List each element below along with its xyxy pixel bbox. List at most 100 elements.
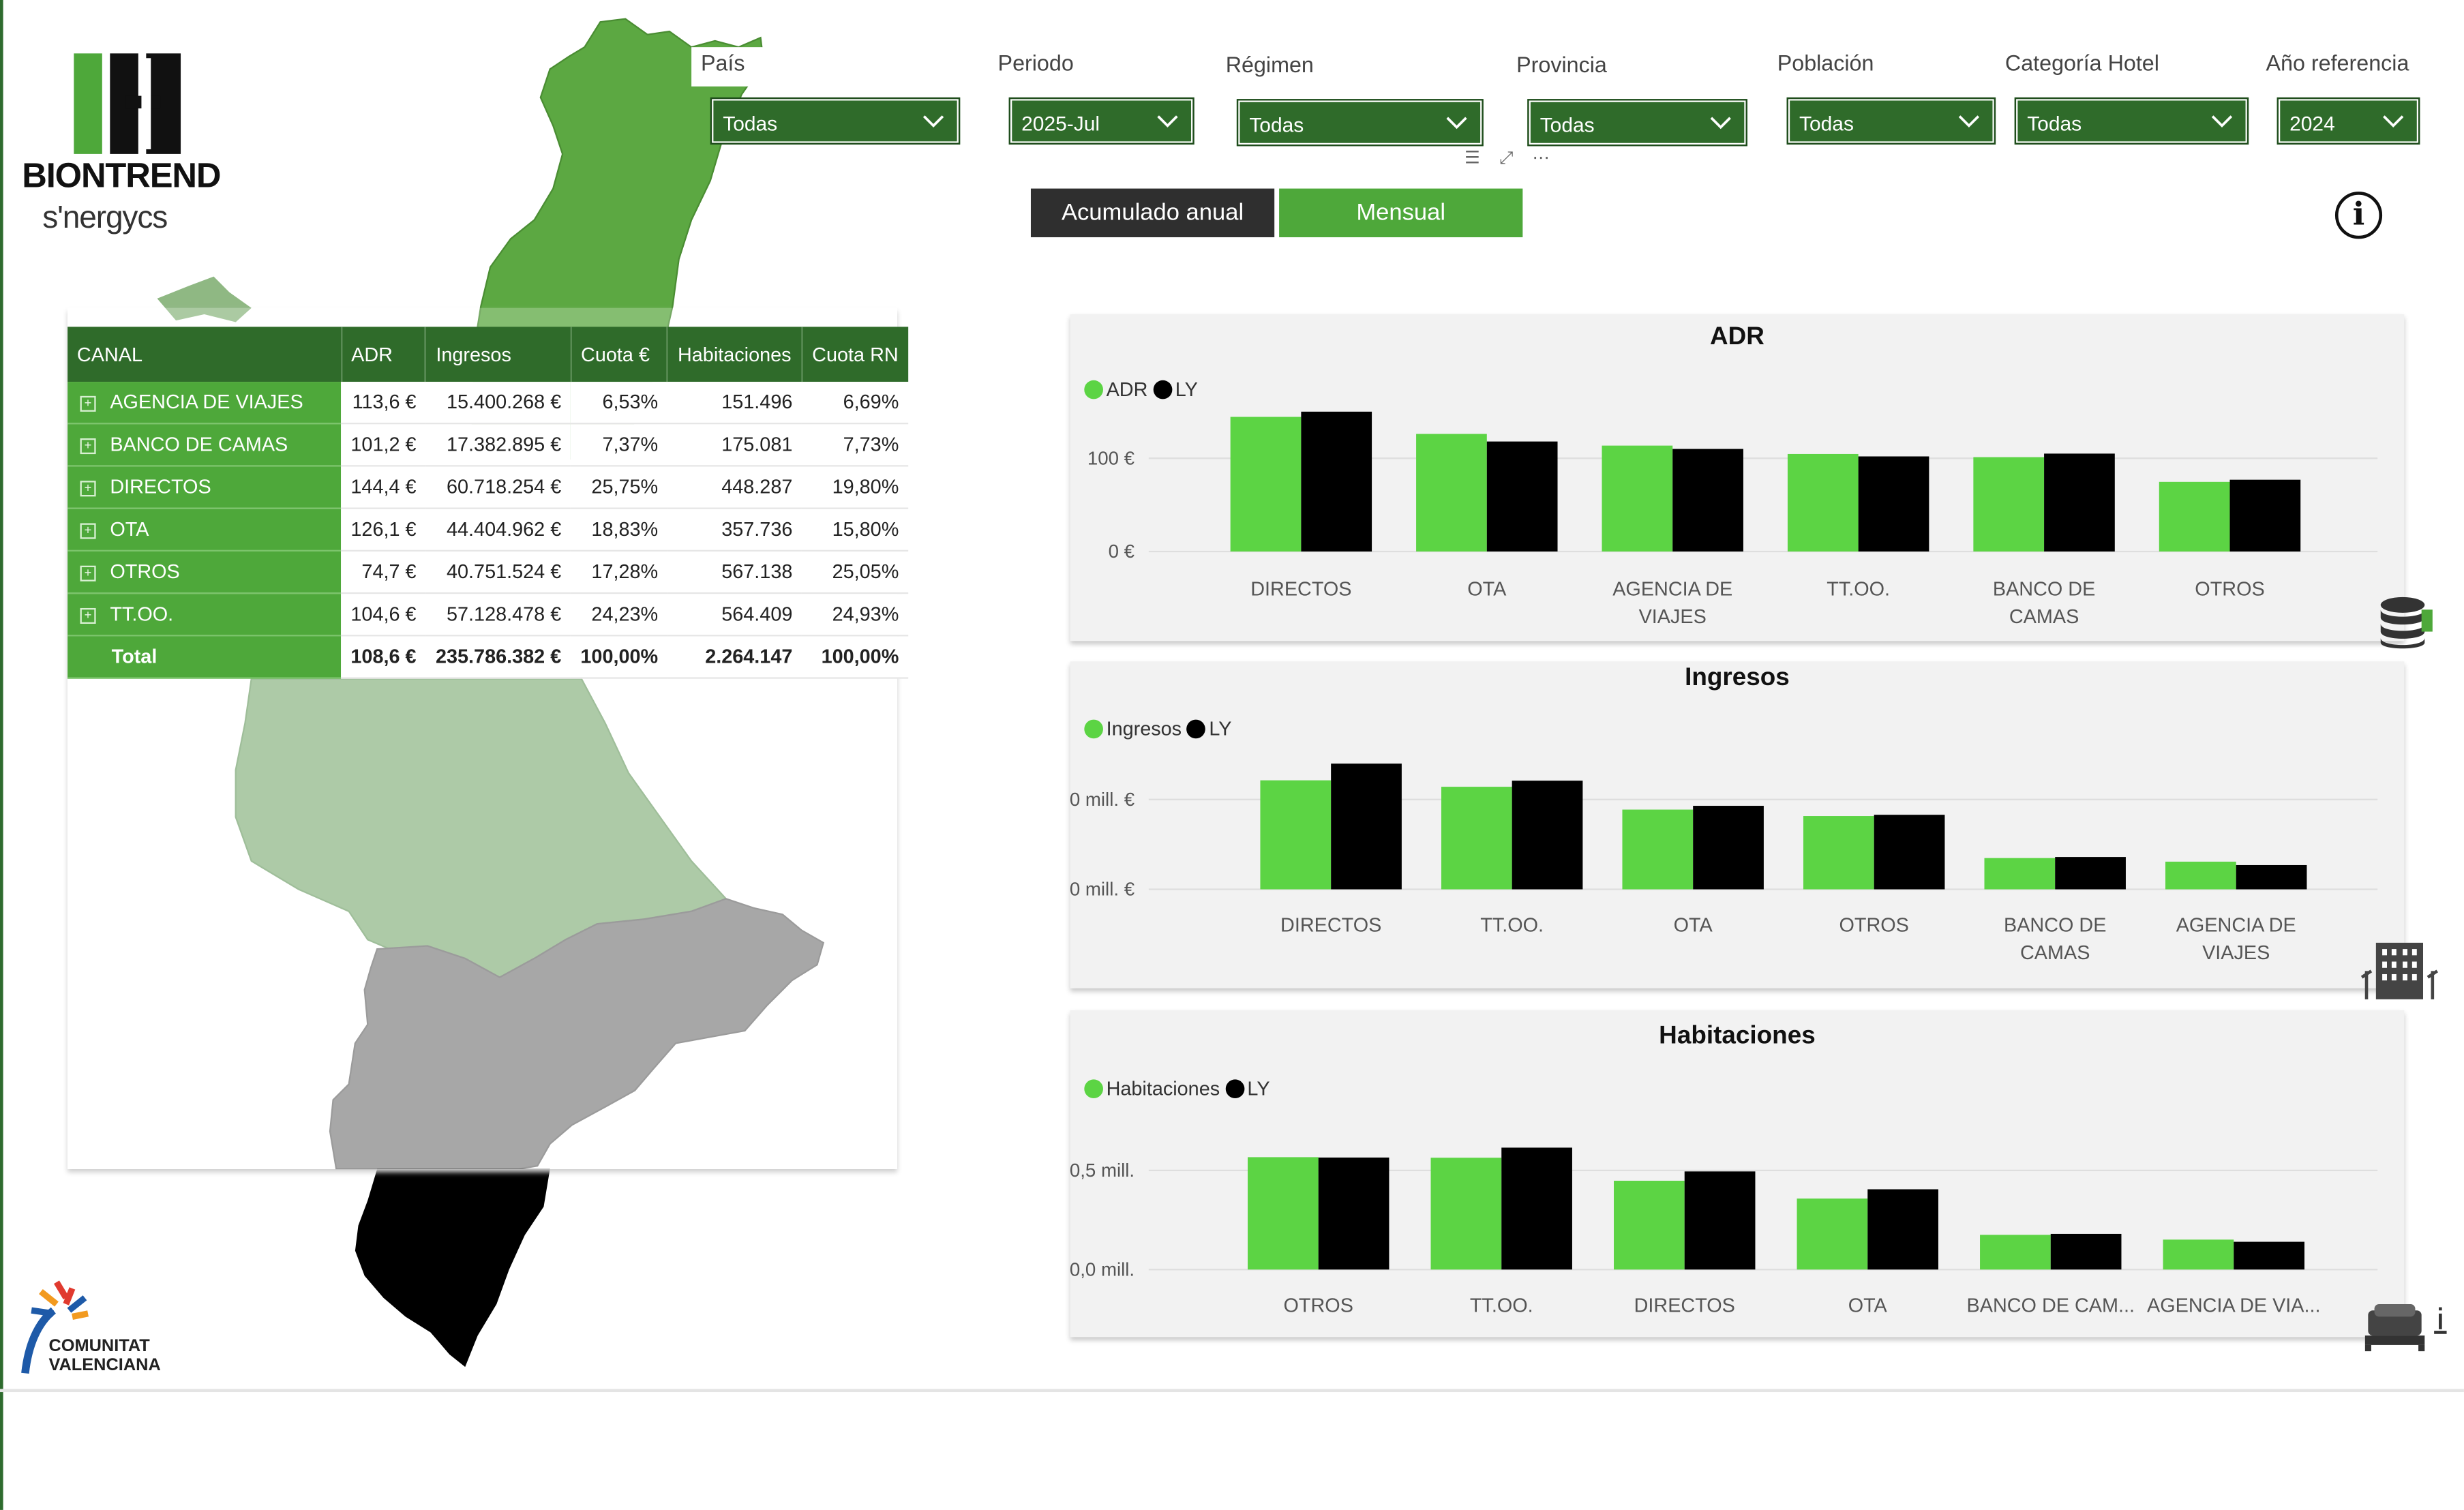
table-row[interactable]: + OTROS 74,7 €40.751.524 €17,28% 567.138 25,… — [67, 550, 909, 594]
expand-icon[interactable]: + — [80, 438, 96, 454]
bar-current[interactable] — [1984, 858, 2056, 890]
bar-ly[interactable] — [1867, 1189, 1938, 1270]
bar-ly[interactable] — [2044, 453, 2115, 552]
cell-adr: 144,4 € — [341, 466, 426, 509]
bar-current[interactable] — [1602, 445, 1673, 552]
bar-ly[interactable] — [1512, 781, 1583, 890]
bar-ly[interactable] — [1501, 1147, 1572, 1270]
x-tick-label: OTROS — [1839, 915, 1909, 937]
total-cuota-eur: 100,00% — [571, 635, 667, 679]
bar-current[interactable] — [1230, 417, 1302, 552]
info-icon[interactable]: i — [2334, 192, 2383, 239]
bar-ly[interactable] — [1874, 815, 1945, 890]
table-row[interactable]: + AGENCIA DE VIAJES 113,6 €15.400.268 €6,5… — [67, 382, 909, 425]
bar-ly[interactable] — [1693, 806, 1764, 890]
col-cuota-eur[interactable]: Cuota € — [571, 327, 669, 382]
bar-ly[interactable] — [2229, 479, 2301, 552]
bar-current[interactable] — [2165, 861, 2236, 890]
cell-cuota-rn: 7,73% — [802, 423, 909, 467]
col-ingresos[interactable]: Ingresos — [425, 327, 572, 382]
cell-habitaciones: 357.736 — [667, 508, 802, 552]
chevron-down-icon — [1958, 115, 1980, 127]
cell-cuota-eur: 17,28% — [571, 550, 667, 594]
filter-ano-dropdown[interactable]: 2024 — [2277, 97, 2420, 145]
legend-current-dot — [1084, 380, 1103, 399]
bar-current[interactable] — [1787, 453, 1859, 552]
map-region-alicante[interactable] — [329, 898, 825, 1170]
cell-cuota-rn: 15,80% — [802, 508, 909, 552]
legend-ly-label: LY — [1175, 378, 1198, 401]
channel-name: DIRECTOS — [110, 476, 211, 498]
bar-current[interactable] — [1416, 434, 1487, 552]
expand-icon[interactable]: + — [80, 480, 96, 496]
expand-icon[interactable]: + — [80, 565, 96, 582]
bar-current[interactable] — [1803, 816, 1874, 890]
expand-icon[interactable]: + — [80, 395, 96, 412]
filter-regimen-dropdown[interactable]: Todas — [1236, 99, 1484, 147]
cell-ingresos: 40.751.524 € — [425, 550, 571, 594]
x-tick-label: OTROS — [2195, 579, 2264, 601]
col-cuota-rn[interactable]: Cuota RN — [802, 327, 909, 382]
bar-current[interactable] — [2163, 1239, 2234, 1270]
toggle-annual-button[interactable]: Acumulado anual — [1030, 188, 1275, 238]
toggle-monthly-button[interactable]: Mensual — [1279, 188, 1523, 238]
filter-poblacion-dropdown[interactable]: Todas — [1786, 97, 1996, 145]
channel-name: BANCO DE CAMAS — [110, 434, 288, 456]
bottom-divider — [0, 1389, 2464, 1393]
x-tick-label: VIAJES — [1639, 606, 1707, 628]
bar-ly[interactable] — [2234, 1241, 2304, 1270]
table-row[interactable]: + DIRECTOS 144,4 €60.718.254 €25,75% 448.28… — [67, 466, 909, 509]
bar-ly[interactable] — [2050, 1233, 2122, 1270]
bar-current[interactable] — [1614, 1181, 1685, 1270]
database-icon — [2380, 597, 2433, 649]
table-header-row: CANAL ADR Ingresos Cuota € Habitaciones … — [67, 327, 909, 382]
filter-provincia-dropdown[interactable]: Todas — [1527, 99, 1747, 147]
focus-mode-icon[interactable]: ⤢ — [1499, 149, 1514, 168]
bar-current[interactable] — [1260, 780, 1332, 890]
map-region-south[interactable] — [355, 1168, 550, 1368]
cell-canal: + TT.OO. — [67, 593, 342, 637]
bar-ly[interactable] — [1684, 1171, 1756, 1270]
cell-canal: + OTROS — [67, 550, 342, 594]
more-options-icon[interactable]: ⋯ — [1532, 149, 1550, 168]
expand-icon[interactable]: + — [80, 522, 96, 539]
bar-ly[interactable] — [1486, 441, 1558, 552]
expand-icon[interactable]: + — [80, 607, 96, 624]
bar-current[interactable] — [1441, 787, 1512, 890]
adr-bar-chart[interactable]: 0 € 100 € DIRECTOS OTA AGENCIA DE VIAJES TT.OO… — [1070, 314, 2405, 641]
bar-ly[interactable] — [1672, 449, 1743, 552]
bar-current[interactable] — [1797, 1198, 1868, 1270]
bar-current[interactable] — [2159, 481, 2230, 552]
filter-categoria-dropdown[interactable]: Todas — [2014, 97, 2249, 145]
cell-cuota-eur: 24,23% — [571, 593, 667, 637]
bar-ly[interactable] — [1301, 411, 1372, 552]
bar-current[interactable] — [1980, 1235, 2051, 1270]
table-row[interactable]: + OTA 126,1 €44.404.962 €18,83% 357.736 15,8… — [67, 508, 909, 552]
y-tick-label: 0 mill. € — [1070, 879, 1135, 900]
filter-pais-dropdown[interactable]: Todas — [710, 97, 961, 145]
table-row[interactable]: + BANCO DE CAMAS 101,2 €17.382.895 €7,37% 1… — [67, 423, 909, 467]
col-adr[interactable]: ADR — [341, 327, 427, 382]
filter-icon[interactable]: ☰ — [1464, 149, 1480, 168]
bar-ly[interactable] — [1858, 456, 1929, 552]
bar-ly[interactable] — [2236, 864, 2307, 890]
bar-current[interactable] — [1430, 1158, 1502, 1270]
bar-ly[interactable] — [1318, 1157, 1389, 1270]
col-canal[interactable]: CANAL — [67, 327, 342, 382]
habitaciones-bar-chart[interactable]: 0,0 mill. 0,5 mill. OTROS TT.OO. DIRECTOS OTA… — [1070, 1010, 2405, 1337]
filter-periodo-dropdown[interactable]: 2025-Jul — [1008, 97, 1195, 145]
bar-current[interactable] — [1248, 1157, 1319, 1270]
bar-current[interactable] — [1973, 457, 2045, 552]
ingresos-legend: Ingresos LY — [1084, 718, 1232, 740]
bar-current[interactable] — [1622, 809, 1694, 890]
ingresos-bar-chart[interactable]: 0 mill. € 50 mill. € DIRECTOS TT.OO. OTA OTRO… — [1070, 661, 2405, 988]
bar-ly[interactable] — [2055, 857, 2126, 890]
adr-chart-panel: ADR ADR LY 0 € 100 € DIRECTOS OTA AGENCIA DE… — [1070, 314, 2405, 641]
cell-ingresos: 15.400.268 € — [425, 382, 571, 425]
chevron-down-icon — [1710, 117, 1731, 130]
table-row[interactable]: + TT.OO. 104,6 €57.128.478 €24,23% 564.409 2… — [67, 593, 909, 637]
col-habitaciones[interactable]: Habitaciones — [667, 327, 803, 382]
bar-ly[interactable] — [1331, 764, 1402, 890]
y-tick-label: 0,5 mill. — [1070, 1160, 1135, 1181]
adr-chart-title: ADR — [1709, 323, 1764, 350]
